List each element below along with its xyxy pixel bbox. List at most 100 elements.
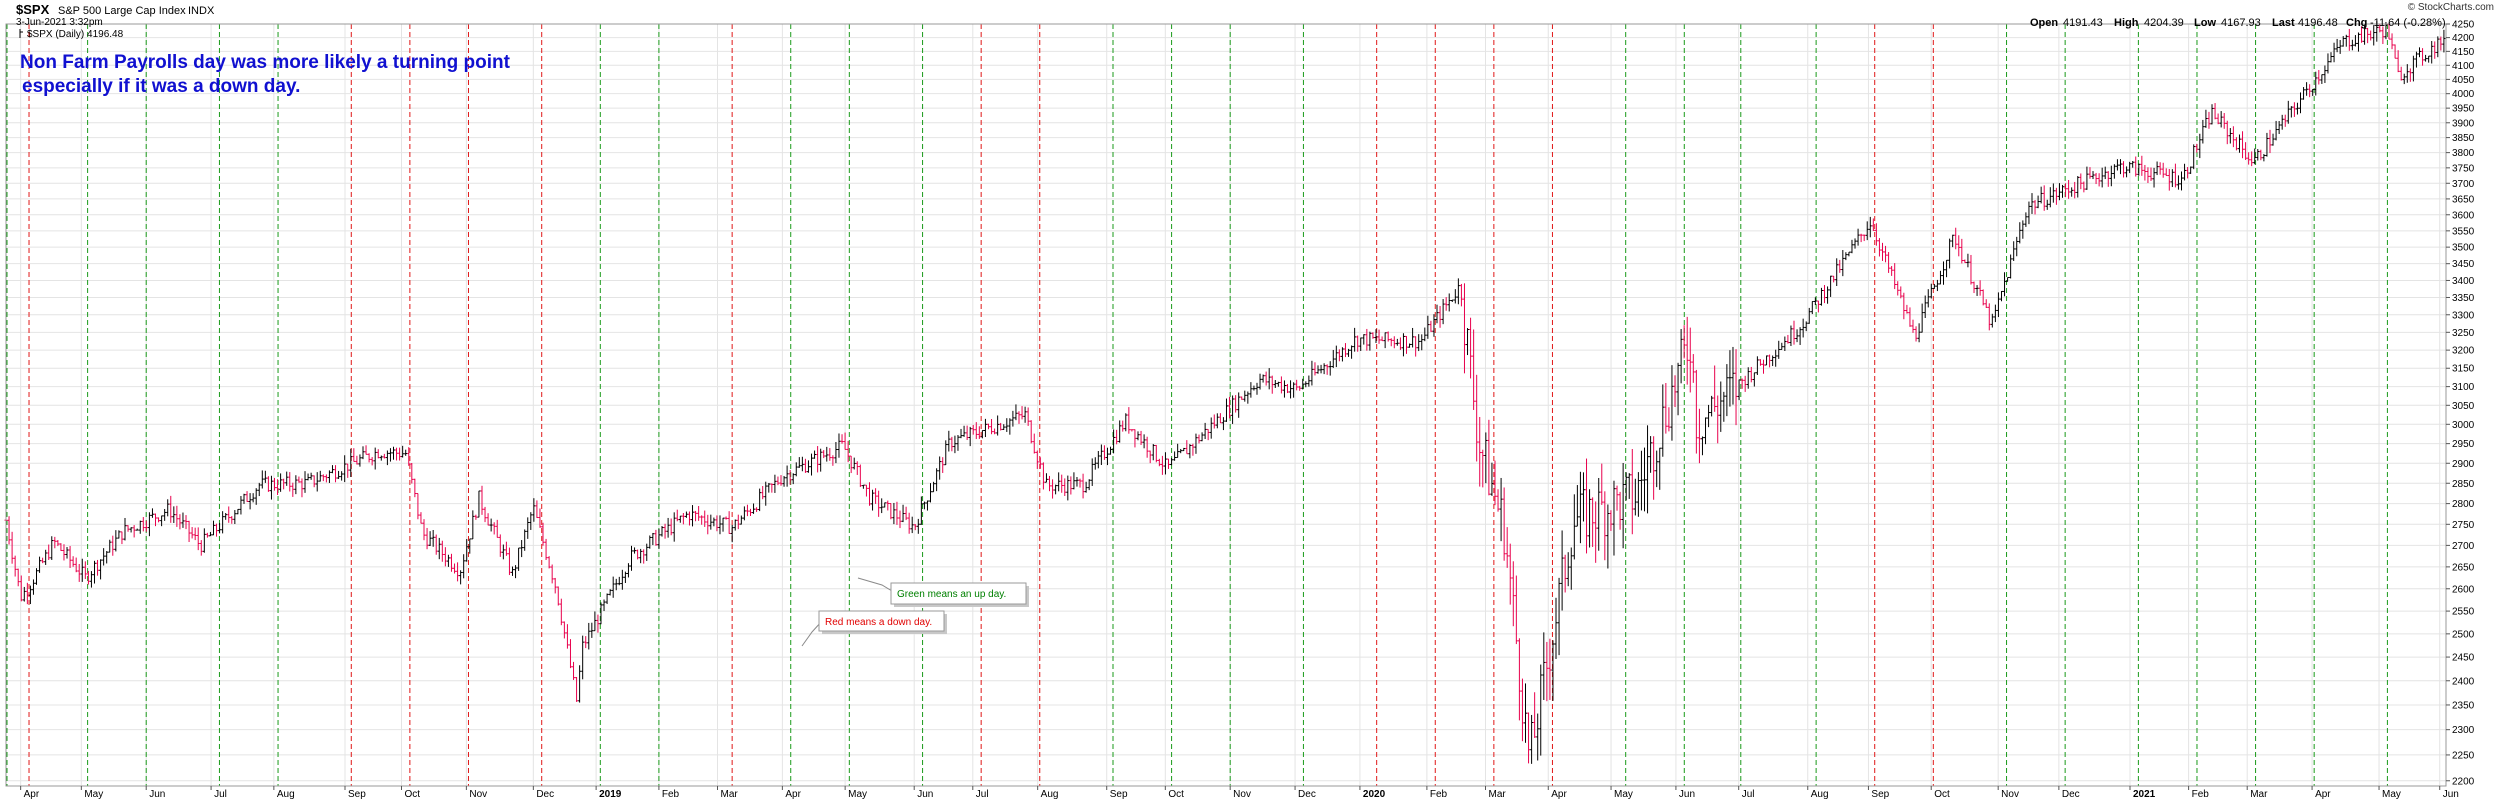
- ohlc-bar: [108, 539, 112, 553]
- ohlc-bar: [2344, 34, 2348, 47]
- ohlc-bar: [672, 512, 676, 542]
- ohlc-bar: [761, 486, 765, 500]
- ohlc-bar: [880, 498, 884, 514]
- ohlc-bar: [28, 585, 32, 605]
- ohlc-bar: [925, 500, 929, 511]
- ohlc-bar: [849, 455, 853, 474]
- ohlc-bar: [2369, 30, 2373, 41]
- header-name: S&P 500 Large Cap Index: [58, 5, 186, 17]
- ohlc-bar: [144, 520, 148, 532]
- ohlc-bar: [1383, 332, 1387, 349]
- ohlc-bar: [1938, 270, 1942, 285]
- ohlc-bar: [2253, 148, 2257, 165]
- ohlc-bar: [1255, 382, 1259, 395]
- ohlc-bar: [1969, 254, 1973, 285]
- ohlc-bar: [1798, 327, 1802, 345]
- ohlc-bar: [245, 491, 249, 503]
- ohlc-bar: [1405, 335, 1408, 354]
- ohlc-bar: [367, 453, 371, 463]
- ohlc-bar: [413, 478, 417, 498]
- ohlc-bar: [2347, 28, 2351, 51]
- x-tick-label: Aug: [277, 789, 295, 800]
- ohlc-bar: [1228, 396, 1232, 419]
- ohlc-bar: [2329, 52, 2333, 63]
- ohlc-bar: [236, 508, 240, 515]
- ohlc-bar: [239, 496, 243, 515]
- ohlc-bar: [1115, 429, 1119, 445]
- ohlc-bar: [431, 530, 435, 547]
- ohlc-bar: [932, 481, 936, 493]
- y-tick-label: 2650: [2452, 562, 2475, 573]
- ohlc-bar: [449, 553, 453, 572]
- ohlc-bar: [324, 474, 328, 483]
- ohlc-bar: [504, 541, 508, 556]
- ohlc-bar: [1127, 407, 1131, 434]
- ohlc-bar: [1194, 433, 1198, 454]
- ohlc-bar: [1658, 447, 1662, 490]
- ohlc-bar: [1264, 371, 1268, 386]
- ohlc-bar: [971, 424, 975, 435]
- ohlc-bar: [977, 426, 981, 439]
- ohlc-bar: [770, 483, 774, 493]
- ohlc-bar: [999, 422, 1003, 431]
- ohlc-bar: [373, 447, 377, 470]
- ohlc-bar: [1978, 280, 1982, 296]
- ohlc-bar: [1548, 638, 1552, 700]
- ohlc-bar: [215, 523, 219, 537]
- ohlc-bar: [2100, 167, 2104, 188]
- ohlc-bar: [1685, 316, 1689, 385]
- ohlc-bar: [1475, 374, 1479, 462]
- ohlc-bar: [514, 565, 518, 579]
- ohlc-bar: [2405, 64, 2409, 83]
- ohlc-bar: [840, 434, 844, 444]
- ohlc-bar: [1481, 449, 1485, 488]
- y-tick-label: 2750: [2452, 520, 2475, 531]
- ohlc-bar: [2170, 169, 2174, 188]
- ohlc-bar: [1005, 418, 1009, 432]
- ohlc-bar: [1258, 373, 1262, 390]
- ohlc-bar: [1401, 333, 1405, 357]
- ohlc-bar: [1246, 391, 1250, 404]
- ohlc-bar: [2280, 114, 2284, 130]
- ohlc-bar: [1530, 714, 1534, 764]
- x-tick-label: Apr: [24, 789, 40, 800]
- ohlc-bar: [721, 517, 725, 532]
- ohlc-bar: [2335, 38, 2339, 53]
- ohlc-bar: [2402, 73, 2406, 85]
- x-tick-label: Jul: [976, 789, 989, 800]
- ohlc-bar: [141, 517, 145, 532]
- ohlc-bar: [184, 515, 188, 530]
- ohlc-bar: [483, 506, 487, 523]
- y-tick-label: 4150: [2452, 47, 2475, 58]
- ohlc-bar: [230, 516, 234, 524]
- ohlc-bar: [1044, 473, 1048, 483]
- ohlc-bar: [1841, 250, 1845, 277]
- ohlc-bar: [800, 456, 804, 472]
- ohlc-bar: [797, 457, 801, 468]
- ohlc-bar: [288, 472, 292, 492]
- ohlc-bar: [1343, 343, 1347, 358]
- ohlc-bar: [1438, 306, 1442, 328]
- ohlc-bar: [477, 490, 481, 518]
- ohlc-bar: [382, 453, 386, 459]
- ohlc-bar: [1411, 327, 1415, 348]
- ohlc-bar: [1215, 413, 1219, 429]
- ohlc-bar: [2042, 185, 2046, 211]
- ohlc-bar: [1960, 238, 1964, 264]
- ohlc-bar: [1630, 449, 1634, 535]
- ohlc-bar: [1063, 478, 1067, 497]
- ohlc-bar: [2237, 134, 2241, 153]
- ohlc-bar: [1569, 547, 1573, 590]
- ohlc-bar: [1917, 323, 1921, 343]
- ohlc-bar: [1334, 345, 1338, 368]
- ohlc-bar: [2070, 187, 2074, 197]
- ohlc-bar: [1713, 365, 1717, 412]
- ohlc-bar: [922, 501, 926, 510]
- ohlc-bar: [2219, 111, 2223, 128]
- x-tick-label: Nov: [2001, 789, 2019, 800]
- ohlc-bar: [1350, 345, 1354, 359]
- ohlc-bar: [1993, 304, 1997, 323]
- ohlc-bar: [1945, 259, 1949, 278]
- ohlc-bar: [2234, 137, 2238, 151]
- grid-lines: [6, 23, 2446, 786]
